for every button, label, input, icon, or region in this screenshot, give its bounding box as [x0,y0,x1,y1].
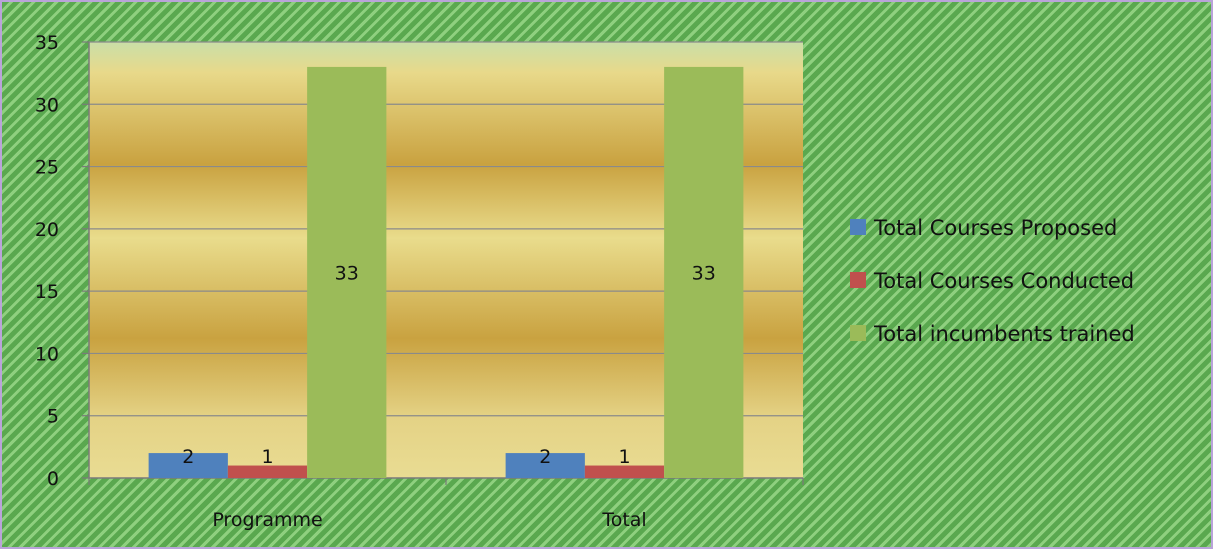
bar-0-1 [227,465,308,478]
data-label: 33 [692,262,716,284]
x-category-label: Total [601,509,646,531]
legend-label: Total Courses Conducted [873,269,1134,293]
data-label: 1 [618,446,630,468]
y-tick-label: 30 [35,94,59,116]
y-tick-label: 0 [47,468,59,490]
data-label: 2 [539,446,551,468]
labels: 0 5 10 15 20 25 30 35 2 1 33 Programme 2 1 33 Total [35,32,716,531]
legend: Total Courses Proposed Total Courses Cond… [850,216,1135,346]
legend-label: Total incumbents trained [873,322,1135,346]
bar-1-2 [664,66,744,479]
bar-0-2 [307,66,387,479]
data-label: 33 [335,262,359,284]
x-category-label: Programme [212,509,322,531]
y-tick-label: 20 [35,219,59,241]
legend-swatch [850,219,866,235]
legend-label: Total Courses Proposed [873,216,1117,240]
y-tick-label: 35 [35,32,59,54]
bar-1-0 [505,453,585,478]
y-tick-label: 15 [35,281,59,303]
legend-swatch [850,325,866,341]
data-label: 1 [261,446,273,468]
bar-1-1 [584,465,665,478]
bars [148,66,744,479]
bar-0-0 [148,453,228,478]
y-tick-label: 5 [47,406,59,428]
y-tick-label: 10 [35,343,59,365]
data-label: 2 [182,446,194,468]
y-tick-label: 25 [35,157,59,179]
legend-swatch [850,272,866,288]
